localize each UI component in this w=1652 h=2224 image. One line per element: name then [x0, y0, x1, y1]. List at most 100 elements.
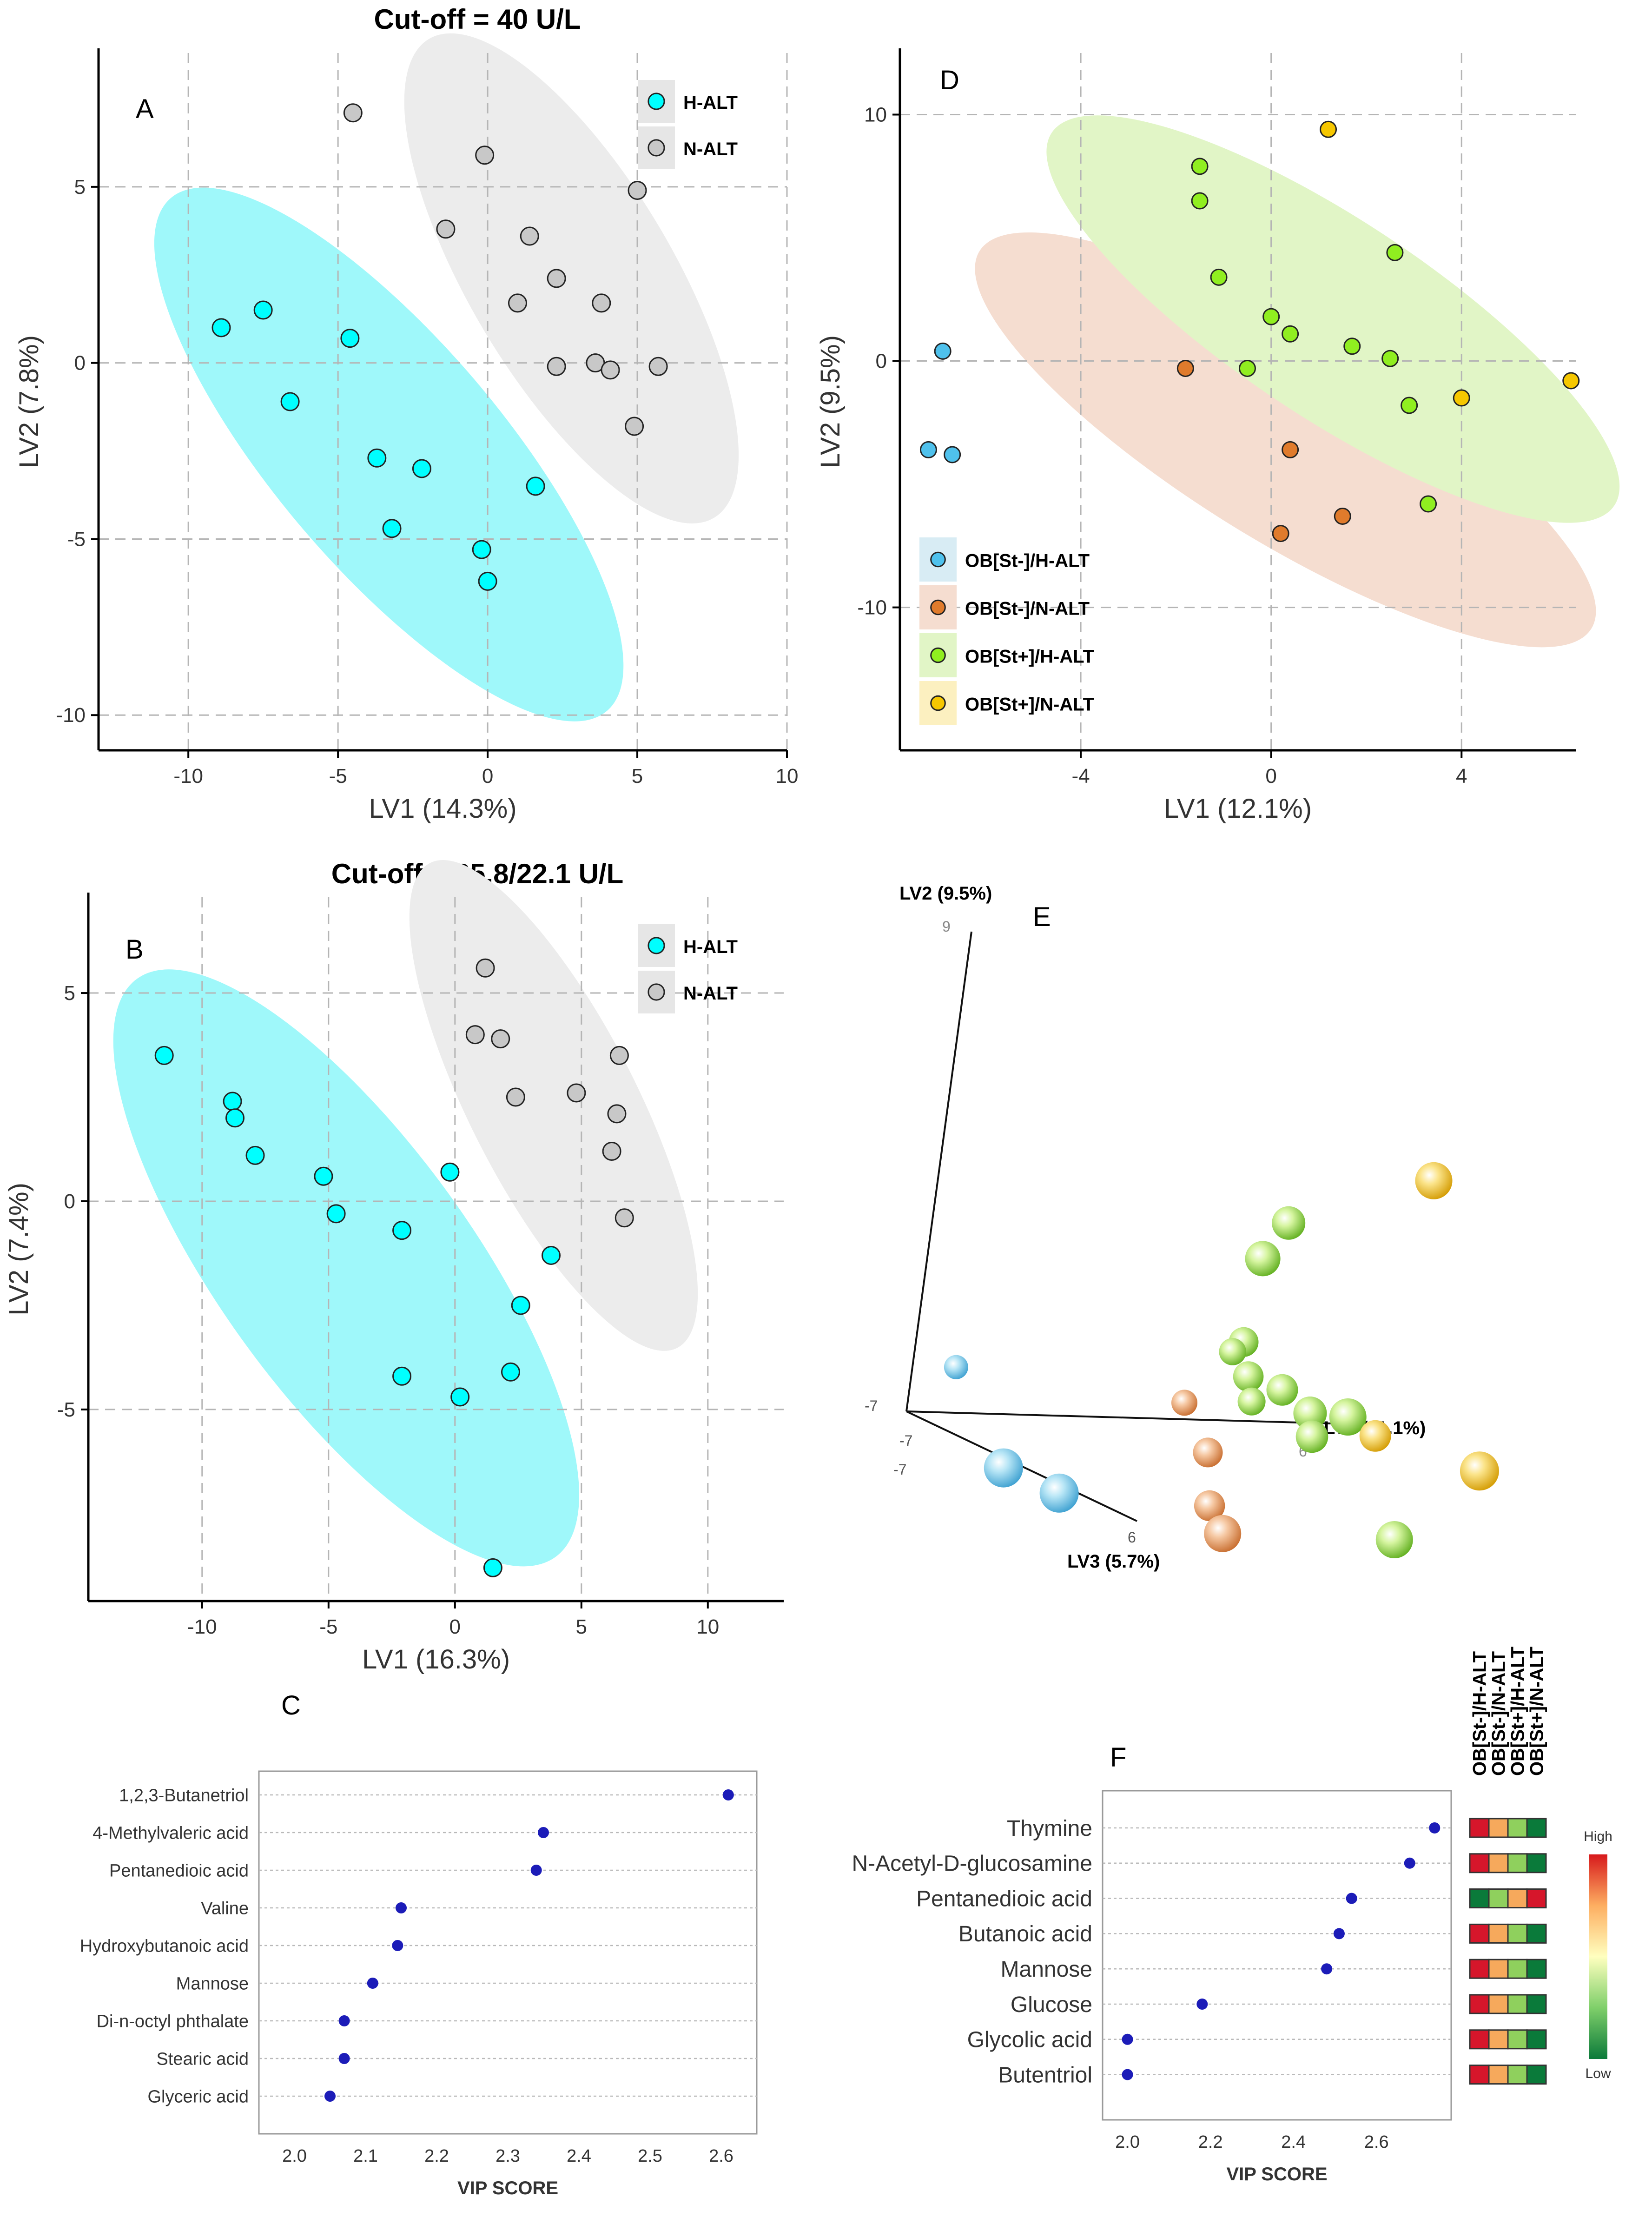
metabolite-label: Mannose: [176, 1974, 249, 1993]
heatmap-cell: [1469, 1994, 1490, 2014]
y-tick-label: 5: [74, 176, 86, 199]
heatmap-cell: [1526, 1959, 1547, 1979]
data-point-ob-st-n-alt: [1272, 525, 1289, 543]
y-tick-label: -5: [57, 1398, 75, 1421]
vip-score-point: [1196, 1999, 1208, 2010]
data-point-3d-ob-st-n-alt: [1460, 1451, 1499, 1491]
data-point-n-alt: [628, 180, 647, 200]
x-tick-label: -5: [319, 1615, 337, 1638]
data-point-h-alt: [225, 1108, 245, 1128]
x-tick-label: 0: [482, 765, 493, 788]
data-point-3d-ob-st-h-alt: [1375, 1521, 1413, 1558]
metabolite-label: Glucose: [1011, 1992, 1092, 2017]
data-point-ob-st-n-alt: [1320, 120, 1337, 138]
data-point-n-alt: [625, 417, 644, 436]
data-point-h-alt: [501, 1362, 520, 1382]
metabolite-label: Mannose: [1001, 1957, 1092, 1982]
data-point-n-alt: [648, 357, 668, 376]
data-point-ob-st-h-alt: [919, 441, 937, 458]
vip-score-point: [1333, 1928, 1345, 1939]
data-point-h-alt: [154, 1046, 174, 1065]
panel-e: LV1 (11.1%)LV2 (9.5%)LV3 (5.7%)9-7-7-766…: [865, 883, 1499, 1572]
legend-label: OB[St+]/N-ALT: [965, 695, 1094, 715]
lv3-tick-label: 6: [1128, 1529, 1136, 1546]
heatmap-cell: [1488, 1994, 1509, 2014]
panel-label: F: [1110, 1742, 1126, 1773]
data-point-ob-st-h-alt: [944, 446, 961, 463]
data-point-ob-st-h-alt: [1386, 244, 1404, 261]
panel-c: 1,2,3-Butanetriol 4-Methylvaleric acid Pen…: [80, 1690, 758, 2198]
data-point-n-alt: [476, 958, 495, 978]
scale-low-label: Low: [1585, 2066, 1611, 2081]
data-point-h-alt: [367, 448, 387, 468]
x-tick-label: 2.2: [424, 2146, 449, 2166]
y-tick-label: 10: [864, 104, 887, 126]
lv1-axis-line: [906, 1410, 1365, 1425]
y-tick-label: 5: [64, 982, 75, 1005]
confidence-ellipse-ob-st-h-alt: [1046, 115, 1620, 523]
origin-tick-label: -7: [865, 1397, 878, 1414]
heatmap-cell: [1469, 1888, 1490, 1909]
data-point-n-alt: [592, 293, 611, 313]
data-point-n-alt: [607, 1104, 627, 1124]
data-point-ob-st-h-alt: [1420, 495, 1437, 513]
origin-tick-label: -7: [899, 1432, 912, 1449]
data-point-ob-st-h-alt: [1191, 158, 1209, 175]
x-tick-label: -4: [1072, 765, 1090, 788]
x-tick-label: 2.3: [496, 2146, 520, 2166]
heatmap-cell: [1507, 2065, 1528, 2085]
heatmap-cell: [1469, 1959, 1490, 1979]
data-point-3d-ob-st-h-alt: [1245, 1241, 1281, 1277]
data-point-n-alt: [615, 1208, 634, 1228]
heatmap-cell: [1507, 1959, 1528, 1979]
vip-score-point: [1122, 2069, 1133, 2080]
data-point-3d-ob-st-h-alt: [1329, 1398, 1367, 1436]
x-tick-label: 2.6: [709, 2146, 733, 2166]
data-point-3d-ob-st-h-alt: [1272, 1206, 1306, 1240]
vip-score-point: [338, 2015, 350, 2026]
y-tick-label: -10: [56, 704, 86, 727]
metabolite-label: Pentanedioic acid: [109, 1861, 249, 1880]
legend-key-marker: [930, 551, 946, 568]
data-point-h-alt: [382, 519, 402, 538]
panel-label: A: [136, 94, 154, 124]
x-tick-label: -10: [187, 1615, 217, 1638]
legend-key-marker: [648, 937, 665, 954]
vip-score-point: [722, 1789, 734, 1800]
y-tick-label: 0: [876, 350, 887, 373]
metabolite-label: Thymine: [1007, 1816, 1092, 1841]
data-point-h-alt: [253, 300, 273, 320]
data-point-3d-ob-st-n-alt: [1193, 1437, 1223, 1468]
data-point-3d-ob-st-h-alt: [1266, 1374, 1298, 1406]
vip-score-point: [324, 2091, 336, 2102]
x-tick-label: 2.5: [638, 2146, 662, 2166]
metabolite-label: Butanoic acid: [958, 1922, 1092, 1946]
legend-key-marker: [930, 647, 946, 663]
panel-label: E: [1033, 902, 1051, 932]
data-point-3d-ob-st-n-alt: [1415, 1162, 1453, 1199]
data-point-n-alt: [520, 226, 539, 246]
heatmap-cell: [1488, 1888, 1509, 1909]
data-point-3d-ob-st-h-alt: [944, 1355, 968, 1379]
x-axis-title: VIP SCORE: [457, 2178, 558, 2198]
heatmap-cell: [1526, 1853, 1547, 1873]
lv2-tick-label: 9: [942, 918, 951, 935]
legend-label: OB[St-]/N-ALT: [965, 599, 1090, 619]
legend-label: H-ALT: [683, 937, 738, 957]
data-point-ob-st-h-alt: [1262, 308, 1280, 325]
metabolite-label: Glycolic acid: [967, 2028, 1092, 2052]
heatmap-column-label: OB[St+]/H-ALT: [1508, 1647, 1528, 1776]
data-point-n-alt: [547, 269, 566, 288]
heatmap-color-scale: [1589, 1854, 1607, 2059]
heatmap-cell: [1526, 2065, 1547, 2085]
data-point-ob-st-n-alt: [1334, 507, 1351, 525]
heatmap-cell: [1507, 1994, 1528, 2014]
panel-label: C: [281, 1690, 301, 1721]
panel-d: -4 0 4 -10 0 10 LV1 (12.1%) LV2 (9.5%) D OB[St-]/…: [815, 48, 1620, 824]
data-point-h-alt: [245, 1145, 265, 1165]
legend-label: H-ALT: [683, 93, 738, 113]
vip-score-point: [1429, 1822, 1441, 1833]
x-tick-label: 0: [449, 1615, 461, 1638]
legend-label: N-ALT: [683, 983, 738, 1004]
data-point-n-alt: [436, 219, 456, 239]
